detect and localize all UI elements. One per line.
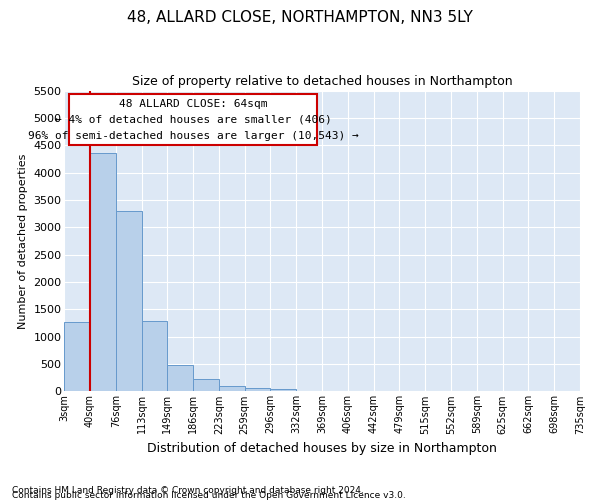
Text: 96% of semi-detached houses are larger (10,543) →: 96% of semi-detached houses are larger (… — [28, 131, 358, 141]
Bar — [116, 211, 142, 392]
Title: Size of property relative to detached houses in Northampton: Size of property relative to detached ho… — [132, 75, 512, 88]
Y-axis label: Number of detached properties: Number of detached properties — [17, 154, 28, 328]
X-axis label: Distribution of detached houses by size in Northampton: Distribution of detached houses by size … — [147, 442, 497, 455]
Bar — [219, 386, 245, 392]
FancyBboxPatch shape — [69, 94, 317, 144]
Bar — [167, 365, 193, 392]
Text: 48 ALLARD CLOSE: 64sqm: 48 ALLARD CLOSE: 64sqm — [119, 98, 268, 108]
Text: Contains public sector information licensed under the Open Government Licence v3: Contains public sector information licen… — [12, 491, 406, 500]
Text: Contains HM Land Registry data © Crown copyright and database right 2024.: Contains HM Land Registry data © Crown c… — [12, 486, 364, 495]
Text: ← 4% of detached houses are smaller (406): ← 4% of detached houses are smaller (406… — [55, 114, 331, 124]
Bar — [142, 322, 167, 392]
Bar — [193, 379, 219, 392]
Bar — [271, 388, 296, 392]
Bar — [64, 322, 90, 392]
Text: 48, ALLARD CLOSE, NORTHAMPTON, NN3 5LY: 48, ALLARD CLOSE, NORTHAMPTON, NN3 5LY — [127, 10, 473, 25]
Bar — [90, 154, 116, 392]
Bar — [245, 388, 271, 392]
